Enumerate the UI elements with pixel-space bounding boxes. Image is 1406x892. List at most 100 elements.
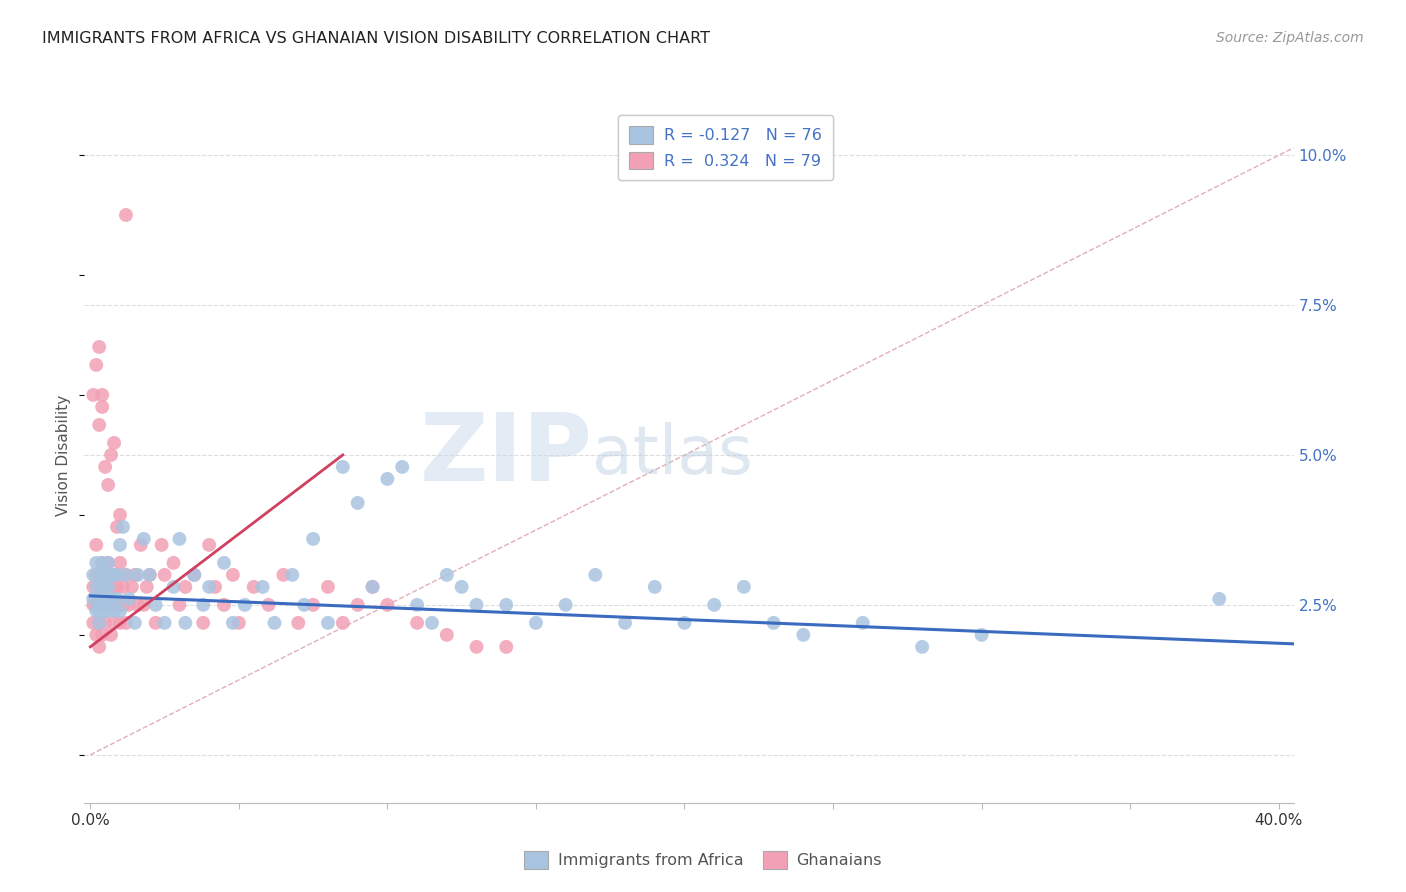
Point [103, 436, 125, 450]
Point [153, 615, 176, 630]
Point [94, 604, 117, 618]
Point [84, 580, 107, 594]
Point [169, 598, 191, 612]
Legend: R = -0.127   N = 76, R =  0.324   N = 79: R = -0.127 N = 76, R = 0.324 N = 79 [617, 115, 832, 180]
Point [436, 567, 458, 582]
Point [193, 598, 215, 612]
Point [82, 591, 104, 606]
Point [212, 556, 235, 570]
Point [100, 580, 122, 594]
Point [100, 567, 122, 582]
Point [852, 615, 875, 630]
Point [82, 388, 104, 402]
Point [183, 567, 205, 582]
Point [89, 640, 111, 654]
Point [84, 358, 107, 372]
Point [94, 580, 117, 594]
Point [94, 567, 117, 582]
Point [193, 615, 215, 630]
Point [212, 598, 235, 612]
Point [287, 615, 309, 630]
Point [91, 556, 114, 570]
Point [222, 615, 245, 630]
Point [524, 615, 547, 630]
Point [108, 538, 131, 552]
Point [84, 538, 107, 552]
Point [673, 615, 696, 630]
Point [792, 628, 814, 642]
Point [406, 598, 429, 612]
Point [138, 567, 160, 582]
Point [703, 598, 725, 612]
Point [332, 459, 354, 474]
Point [121, 580, 143, 594]
Point [465, 640, 488, 654]
Point [970, 628, 993, 642]
Point [89, 417, 111, 432]
Point [911, 640, 934, 654]
Point [1208, 591, 1230, 606]
Point [111, 598, 134, 612]
Point [108, 615, 131, 630]
Point [138, 567, 160, 582]
Point [91, 556, 114, 570]
Y-axis label: Vision Disability: Vision Disability [56, 394, 72, 516]
Point [436, 628, 458, 642]
Point [281, 567, 304, 582]
Point [84, 598, 107, 612]
Point [346, 496, 368, 510]
Point [132, 598, 155, 612]
Point [420, 615, 443, 630]
Point [100, 448, 122, 462]
Point [153, 567, 176, 582]
Point [97, 604, 120, 618]
Point [292, 598, 315, 612]
Point [94, 615, 117, 630]
Point [257, 598, 280, 612]
Point [103, 604, 125, 618]
Point [145, 598, 167, 612]
Point [89, 567, 111, 582]
Point [174, 580, 197, 594]
Point [118, 591, 141, 606]
Point [316, 580, 339, 594]
Point [377, 472, 399, 486]
Point [84, 567, 107, 582]
Point [273, 567, 295, 582]
Point [150, 538, 173, 552]
Point [91, 400, 114, 414]
Point [105, 591, 128, 606]
Point [94, 580, 117, 594]
Point [108, 604, 131, 618]
Point [361, 580, 384, 594]
Point [346, 598, 368, 612]
Point [97, 556, 120, 570]
Point [97, 580, 120, 594]
Point [115, 615, 138, 630]
Point [82, 598, 104, 612]
Point [111, 520, 134, 534]
Point [94, 567, 117, 582]
Point [89, 567, 111, 582]
Text: IMMIGRANTS FROM AFRICA VS GHANAIAN VISION DISABILITY CORRELATION CHART: IMMIGRANTS FROM AFRICA VS GHANAIAN VISIO… [42, 31, 710, 46]
Point [100, 591, 122, 606]
Point [583, 567, 606, 582]
Point [495, 640, 517, 654]
Point [89, 591, 111, 606]
Point [162, 580, 184, 594]
Point [84, 556, 107, 570]
Point [242, 580, 264, 594]
Point [377, 598, 399, 612]
Point [84, 628, 107, 642]
Point [614, 615, 637, 630]
Point [97, 478, 120, 492]
Point [129, 538, 152, 552]
Point [302, 532, 325, 546]
Point [135, 580, 157, 594]
Point [204, 580, 226, 594]
Point [450, 580, 472, 594]
Text: atlas: atlas [592, 422, 754, 488]
Point [644, 580, 666, 594]
Point [94, 459, 117, 474]
Point [115, 208, 138, 222]
